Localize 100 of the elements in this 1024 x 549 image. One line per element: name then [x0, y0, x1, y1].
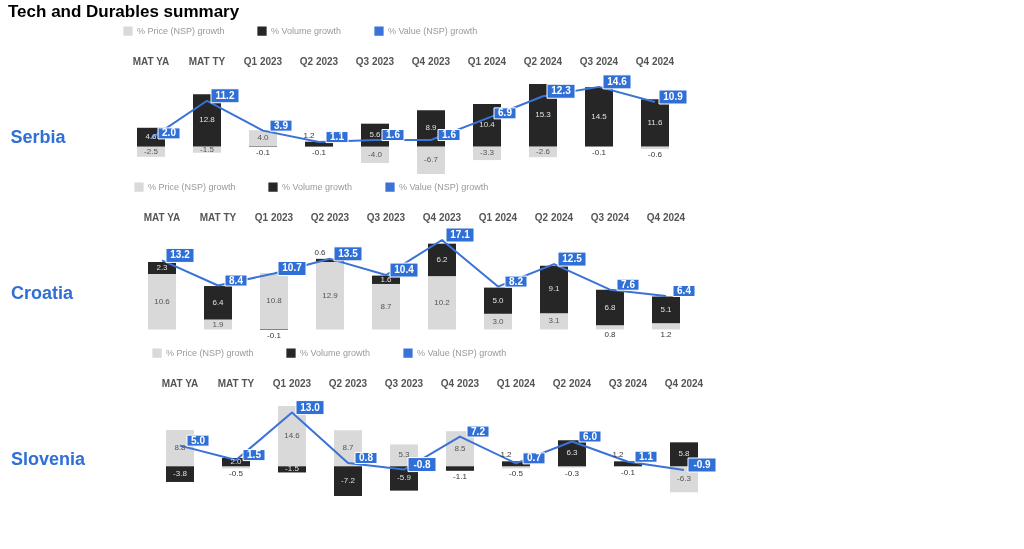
data-label: 13.5	[338, 247, 359, 259]
data-label: 3.0	[492, 316, 505, 326]
data-label: 5.0	[492, 295, 505, 305]
x-tick-label: Q1 2024	[467, 55, 507, 67]
x-tick-label: Q3 2024	[579, 55, 619, 67]
text: Slovenia	[10, 449, 86, 469]
data-label: 6.3	[566, 448, 579, 458]
data-label: 1.2	[612, 450, 625, 460]
x-tick-label: Q2 2023	[310, 211, 350, 223]
x-tick-label: Q3 2023	[384, 377, 424, 389]
data-label: 14.6	[284, 431, 301, 441]
data-label: 8.7	[380, 301, 393, 311]
data-label: -3.3	[480, 148, 495, 158]
data-label: 5.1	[660, 304, 673, 314]
data-label: 2.3	[156, 262, 169, 272]
data-label: 8.4	[229, 274, 244, 286]
data-label: 1.6	[442, 129, 457, 141]
legend-label: % Volume growth	[300, 348, 371, 359]
x-tick-label: Q2 2024	[552, 377, 592, 389]
legend-label: % Price (NSP) growth	[137, 26, 225, 37]
data-label: 5.3	[398, 450, 411, 460]
data-label: 1.2	[303, 130, 316, 140]
data-label: 7.2	[471, 425, 486, 437]
data-label: 8.5	[454, 443, 467, 453]
data-label: 11.2	[215, 89, 235, 101]
x-tick-label: Q1 2023	[272, 377, 312, 389]
data-label: -3.8	[173, 469, 188, 479]
data-label: -0.1	[592, 148, 607, 157]
x-tick-label: MAT TY	[188, 55, 226, 67]
data-label: -0.9	[693, 458, 712, 470]
data-label: 8.7	[342, 443, 355, 453]
data-label: 10.4	[394, 264, 415, 276]
data-label: -0.1	[312, 148, 327, 157]
data-label: 3.9	[274, 119, 289, 131]
legend-label: % Price (NSP) growth	[148, 182, 236, 193]
data-label: -7.2	[341, 476, 356, 486]
data-label: 13.2	[170, 249, 191, 261]
x-tick-label: MAT TY	[217, 377, 255, 389]
legend-label: % Value (NSP) growth	[417, 348, 507, 359]
x-tick-label: Q1 2024	[478, 211, 518, 223]
data-label: 12.5	[562, 253, 583, 265]
data-label: 10.7	[282, 262, 303, 274]
data-label: 12.3	[551, 85, 572, 97]
data-label: 17.1	[450, 229, 471, 240]
data-label: 9.1	[548, 284, 561, 294]
data-label: 14.6	[607, 75, 628, 87]
text: Croatia	[10, 283, 74, 303]
data-label: -6.3	[677, 474, 692, 484]
data-label: 1.2	[500, 450, 513, 460]
data-label: -6.7	[424, 155, 439, 165]
data-label: 2.0	[230, 457, 243, 467]
x-tick-label: Q1 2023	[243, 55, 283, 67]
data-label: 10.6	[154, 296, 171, 306]
x-tick-label: MAT TY	[199, 211, 237, 223]
data-label: 10.8	[266, 296, 283, 306]
data-label: 1.5	[247, 449, 262, 461]
x-tick-label: Q3 2023	[355, 55, 395, 67]
data-label: 4.0	[257, 133, 270, 143]
x-tick-label: MAT YA	[143, 211, 181, 223]
text: Tech and Durables summary	[7, 1, 241, 23]
x-tick-label: Q4 2024	[664, 377, 704, 389]
data-label: 1.9	[212, 319, 225, 329]
x-tick-label: Q4 2023	[422, 211, 462, 223]
data-label: 0.8	[604, 330, 617, 340]
x-tick-label: Q4 2023	[411, 55, 451, 67]
data-label: 5.0	[191, 434, 206, 446]
data-label: 8.8	[174, 443, 187, 453]
data-label: 1.6	[386, 129, 401, 141]
x-tick-label: Q4 2024	[646, 211, 686, 223]
data-label: 1.2	[660, 330, 673, 340]
data-label: -0.1	[267, 331, 282, 340]
data-label: -0.1	[621, 467, 636, 477]
data-label: -4.0	[368, 149, 383, 159]
x-tick-label: Q4 2023	[440, 377, 480, 389]
x-tick-label: Q1 2024	[496, 377, 536, 389]
data-label: 1.1	[639, 450, 654, 462]
data-label: -1.5	[285, 464, 300, 474]
data-label: 3.1	[548, 316, 561, 326]
data-label: 6.4	[677, 284, 692, 296]
data-label: 0.6	[314, 247, 327, 257]
x-tick-label: Q2 2023	[328, 377, 368, 389]
data-label: 7.6	[621, 278, 636, 290]
x-tick-label: Q3 2023	[366, 211, 406, 223]
legend-label: % Value (NSP) growth	[399, 182, 489, 193]
data-label: 6.0	[583, 430, 598, 442]
data-label: -0.1	[256, 148, 271, 157]
legend-label: % Volume growth	[282, 182, 353, 193]
legend-label: % Price (NSP) growth	[166, 348, 254, 359]
data-label: 13.0	[300, 401, 321, 413]
data-label: -2.6	[536, 146, 551, 156]
data-label: 5.8	[678, 449, 691, 459]
data-label: 8.9	[425, 123, 438, 133]
data-label: 11.6	[647, 117, 664, 127]
data-label: -2.5	[144, 146, 159, 156]
data-label: 0.7	[527, 452, 542, 464]
data-label: 10.9	[663, 91, 684, 102]
x-tick-label: MAT YA	[132, 55, 170, 67]
x-tick-label: Q2 2024	[534, 211, 574, 223]
data-label: -1.5	[200, 144, 215, 154]
data-label: 10.2	[434, 297, 451, 307]
